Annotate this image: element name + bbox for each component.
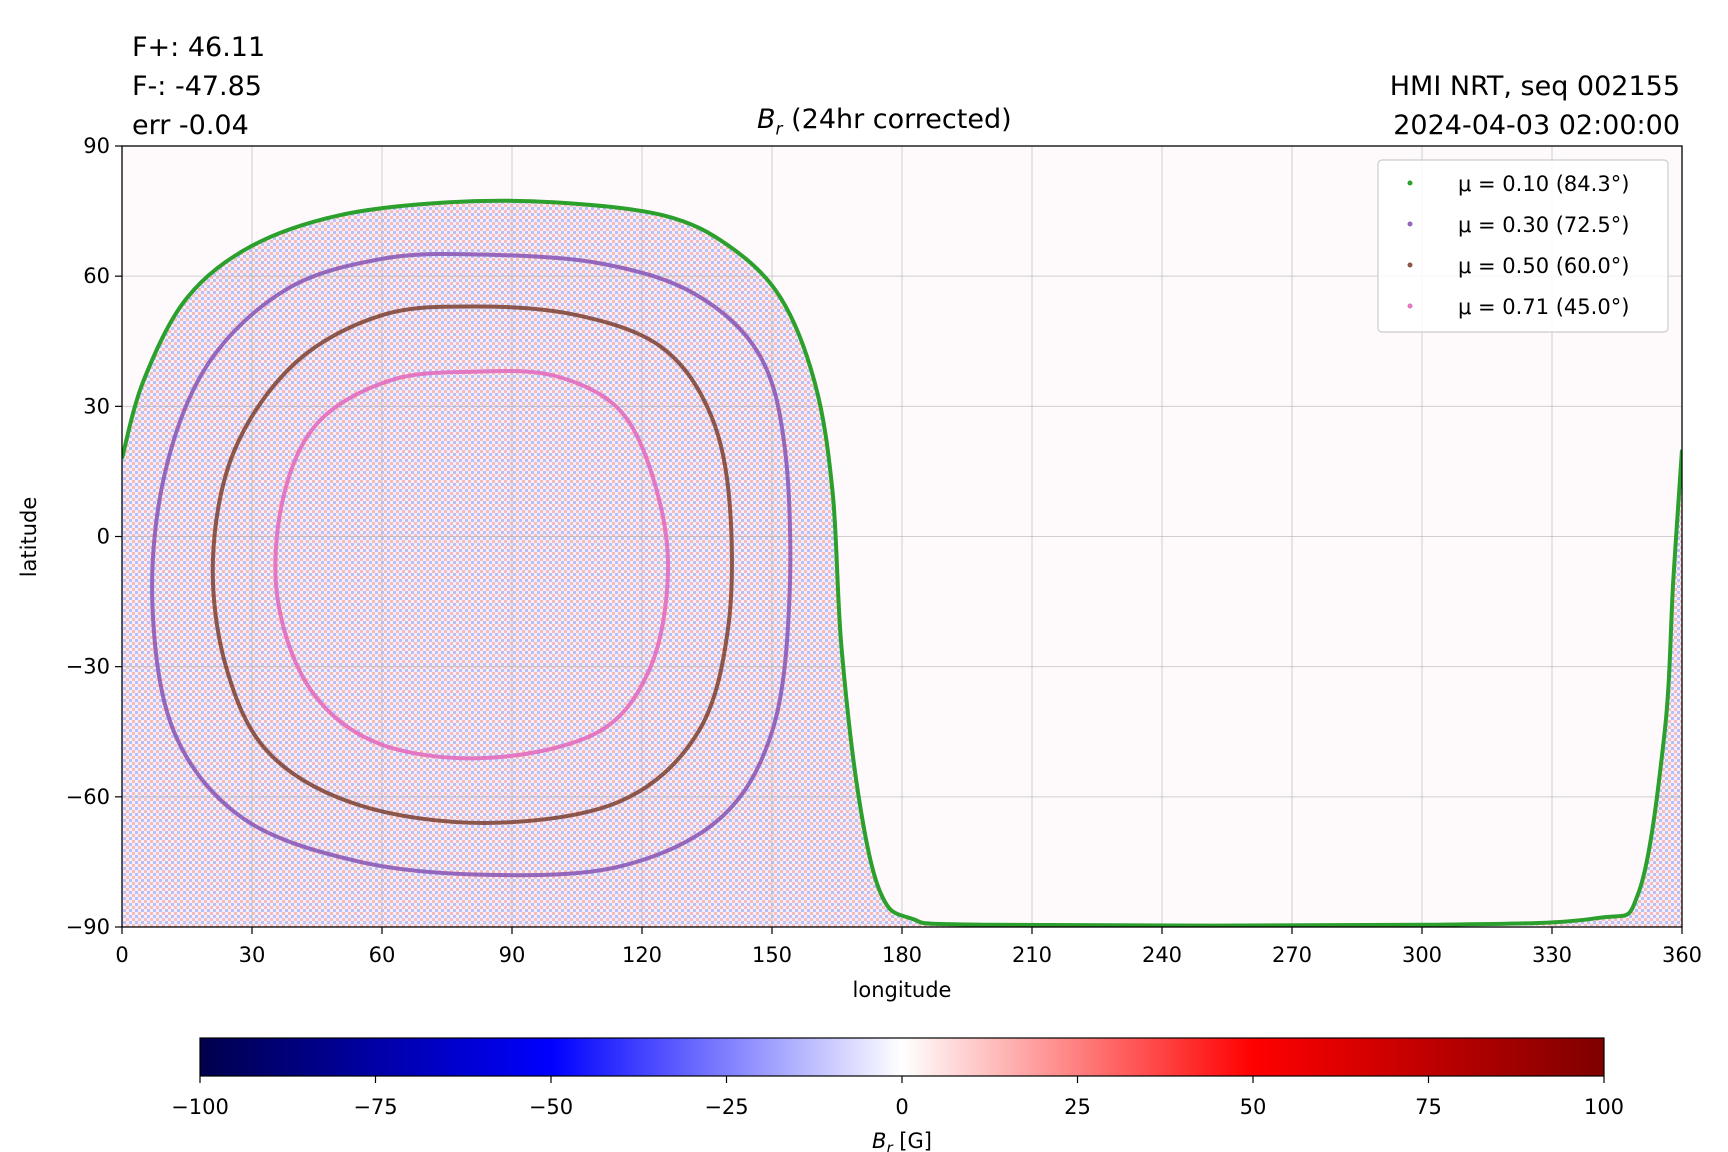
y-axis-ticks: −90 −60 −30 0 30 60 90	[66, 134, 122, 939]
x-tick-label: 270	[1272, 943, 1312, 967]
colorbar-ticks: −100 −75 −50 −25 0 25 50 75 100	[171, 1076, 1624, 1119]
y-tick-label: −90	[66, 915, 110, 939]
colorbar-gradient	[199, 1037, 1605, 1077]
legend-marker	[1407, 262, 1413, 268]
y-tick-label: 30	[83, 394, 110, 418]
legend-label: μ = 0.10 (84.3°)	[1458, 172, 1629, 196]
x-axis-ticks: 0 30 60 90 120 150 180 210 240 270 300 330 360	[115, 927, 1702, 967]
source-text: HMI NRT, seq 002155	[1389, 71, 1680, 102]
colorbar-tick-label: −25	[704, 1095, 748, 1119]
mu-contour-0-3	[150, 251, 793, 878]
x-tick-label: 210	[1012, 943, 1052, 967]
x-tick-label: 0	[115, 943, 128, 967]
colorbar: −100 −75 −50 −25 0 25 50 75 100 Br [G]	[171, 1037, 1624, 1152]
legend-label: μ = 0.50 (60.0°)	[1458, 254, 1629, 278]
x-tick-label: 360	[1662, 943, 1702, 967]
legend: μ = 0.10 (84.3°) μ = 0.30 (72.5°) μ = 0.50…	[1377, 159, 1669, 333]
colorbar-tick-label: 50	[1240, 1095, 1267, 1119]
plot-area: 0 30 60 90 120 150 180 210 240 270 300 330 360 −90−6…	[66, 134, 1702, 967]
colorbar-tick-label: −100	[171, 1095, 229, 1119]
flux-positive-text: F+: 46.11	[132, 32, 266, 63]
legend-label: μ = 0.71 (45.0°)	[1458, 295, 1629, 319]
legend-marker	[1407, 221, 1413, 227]
x-tick-label: 150	[752, 943, 792, 967]
colorbar-label: Br [G]	[872, 1129, 932, 1152]
colorbar-tick-label: 100	[1584, 1095, 1624, 1119]
chart-title: Br (24hr corrected)	[757, 104, 1012, 140]
colorbar-tick-label: −50	[529, 1095, 573, 1119]
legend-marker	[1407, 180, 1413, 186]
y-tick-label: −60	[66, 785, 110, 809]
colorbar-tick-label: −75	[353, 1095, 397, 1119]
y-tick-label: 90	[83, 134, 110, 158]
legend-marker	[1407, 303, 1413, 309]
y-tick-label: 60	[83, 264, 110, 288]
y-axis-label: latitude	[17, 497, 41, 578]
x-tick-label: 90	[499, 943, 526, 967]
flux-negative-text: F-: -47.85	[132, 71, 262, 102]
x-tick-label: 60	[369, 943, 396, 967]
legend-box	[1377, 159, 1669, 333]
y-tick-label: −30	[66, 655, 110, 679]
mu-contours	[122, 198, 1682, 927]
mu-contour-0-71	[273, 368, 671, 761]
legend-label: μ = 0.30 (72.5°)	[1458, 213, 1629, 237]
x-tick-label: 330	[1532, 943, 1572, 967]
x-axis-label: longitude	[853, 978, 952, 1002]
colorbar-tick-label: 25	[1064, 1095, 1091, 1119]
x-tick-label: 240	[1142, 943, 1182, 967]
flux-error-text: err -0.04	[132, 110, 249, 141]
x-tick-label: 180	[882, 943, 922, 967]
colorbar-tick-label: 0	[895, 1095, 908, 1119]
mu-contour-0-1	[122, 198, 1682, 927]
x-tick-label: 30	[239, 943, 266, 967]
x-tick-label: 120	[622, 943, 662, 967]
x-tick-label: 300	[1402, 943, 1442, 967]
mu-contour-0-5	[210, 304, 734, 825]
y-tick-label: 0	[97, 525, 110, 549]
colorbar-tick-label: 75	[1415, 1095, 1442, 1119]
datetime-text: 2024-04-03 02:00:00	[1393, 110, 1680, 141]
